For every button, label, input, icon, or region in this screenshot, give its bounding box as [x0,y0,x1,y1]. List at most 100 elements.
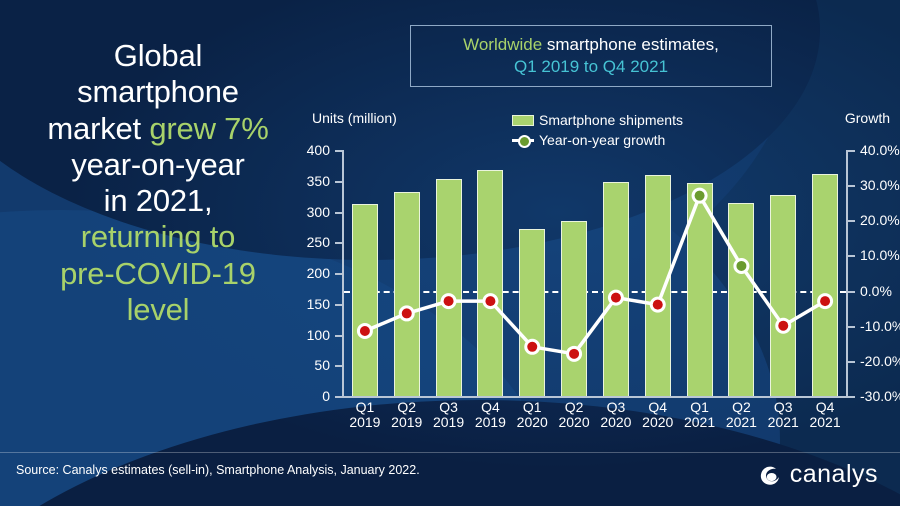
right-axis-tick-label: 30.0% [860,177,900,194]
bar [435,178,462,396]
growth-marker: Q2 2020: -18% [569,348,580,359]
right-axis-tick [848,325,855,328]
growth-marker: Q2 2019: -6.5% [401,308,412,319]
headline: Global smartphone market grew 7% year-on… [8,38,308,328]
growth-marker: Q1 2020: -16% [527,341,538,352]
left-axis-tick-label: 150 [306,295,330,312]
headline-line-3: market grew 7% [8,111,308,147]
left-axis-tick [335,180,342,183]
canalys-logo-text: canalys [789,460,878,488]
x-axis-label: Q4 2021 [809,399,841,430]
left-axis-tick [335,242,342,245]
plot-area: Q1 2019: -11.5% Q2 2019: -6.5% Q3 2019: -3… [307,142,900,404]
right-axis-tick [848,396,855,398]
source-note: Source: Canalys estimates (sell-in), Sma… [16,463,420,477]
growth-marker: Q3 2020: -2% [610,292,621,303]
x-axis-label: Q3 2021 [767,399,799,430]
right-axis-tick-label: 0.0% [860,282,892,299]
bar [351,203,378,396]
zero-growth-line [344,290,846,293]
right-axis-tick [848,185,855,188]
left-axis-tick [335,273,342,275]
bar [812,174,839,396]
chart-title-highlight: Worldwide [463,35,543,54]
x-axis-label: Q2 2019 [391,399,423,430]
x-axis-label: Q3 2020 [600,399,632,430]
left-axis-line [342,150,344,396]
headline-line-1: Global [113,38,203,73]
left-axis-tick-label: 50 [314,357,330,374]
right-axis-tick [848,360,855,363]
left-axis-tick-label: 350 [306,172,330,189]
left-axis-tick-label: 0 [322,388,330,404]
left-axis-tick-label: 200 [306,265,330,281]
canalys-swirl-icon [760,466,779,485]
line-marker-icon [512,134,534,148]
bar [477,169,504,396]
headline-line-3-white: market [47,110,150,146]
growth-marker: Q2 2021: 7% [736,260,747,271]
growth-marker: Q4 2019: -3% [485,296,496,307]
bar [519,228,546,396]
bar-swatch-icon [512,114,534,126]
right-axis-tick-label: -30.0% [860,388,900,404]
chart-title-rest: smartphone estimates, [542,35,719,54]
left-axis-tick-label: 250 [306,234,330,251]
growth-marker: Q3 2021: -10% [778,320,789,331]
chart-title-line-1: Worldwide smartphone estimates, [463,35,719,55]
growth-marker: Q3 2019: -3% [443,296,454,307]
left-axis-tick [335,334,342,337]
right-axis-tick-label: -20.0% [860,352,900,369]
growth-line [364,193,826,356]
growth-marker: Q4 2020: -4% [652,299,663,310]
left-axis-title: Units (million) [312,110,397,126]
headline-line-7: pre-COVID-19 [60,255,256,291]
left-axis-tick [335,396,342,398]
headline-line-2: smartphone [77,74,239,110]
right-axis-tick [848,150,855,152]
legend-label-growth: Year-on-year growth [539,132,666,148]
x-axis-label: Q2 2021 [725,399,757,430]
left-axis-tick [335,150,342,152]
left-axis-tick [335,303,342,306]
x-axis-label: Q4 2020 [642,399,674,430]
growth-line-group: Q1 2019: -11.5% Q2 2019: -6.5% Q3 2019: -3… [356,187,834,362]
bar [602,181,629,396]
chart: Units (million) Growth Smartphone shipme… [306,100,900,448]
x-axis-line [342,396,848,398]
chart-title-box: Worldwide smartphone estimates, Q1 2019 … [410,25,772,87]
right-axis-tick-label: 20.0% [860,212,900,229]
right-axis-title: Growth [844,110,890,126]
canalys-logo: canalys [757,460,878,489]
headline-line-3-accent: grew 7% [149,110,269,146]
headline-line-8: level [126,291,190,327]
growth-marker: Q1 2021: 27% [694,190,705,201]
left-axis-tick [335,211,342,214]
bar [393,191,420,396]
bar [728,202,755,396]
headline-line-6: returning to [80,219,236,255]
legend-item-shipments: Smartphone shipments [512,110,683,130]
bar [770,194,797,396]
x-axis-label: Q1 2020 [516,399,548,430]
left-axis-tick-label: 300 [306,203,330,220]
right-axis-tick-label: -10.0% [860,317,900,334]
left-axis-tick-label: 100 [306,326,330,343]
bar [561,221,588,396]
footer-divider [0,452,900,453]
bar-group [344,150,846,396]
headline-line-5: in 2021, [103,183,213,219]
right-axis-tick [848,290,855,293]
right-axis-tick [848,255,855,258]
left-axis-tick-label: 400 [306,142,330,158]
legend-label-shipments: Smartphone shipments [539,112,683,128]
growth-marker: Q1 2019: -11.5% [359,325,370,336]
x-axis-labels: Q1 2019 Q2 2019 Q3 2019 Q4 2019 Q1 2020 Q2 2020 Q3 20… [344,400,846,446]
x-axis-label: Q3 2019 [432,399,465,430]
headline-line-4: year-on-year [71,146,245,182]
x-axis-label: Q1 2021 [683,399,716,430]
chart-title-line-2: Q1 2019 to Q4 2021 [513,57,669,76]
growth-marker: Q4 2021: -3% [820,296,831,307]
chart-legend: Smartphone shipments Year-on-year growth [512,110,683,150]
